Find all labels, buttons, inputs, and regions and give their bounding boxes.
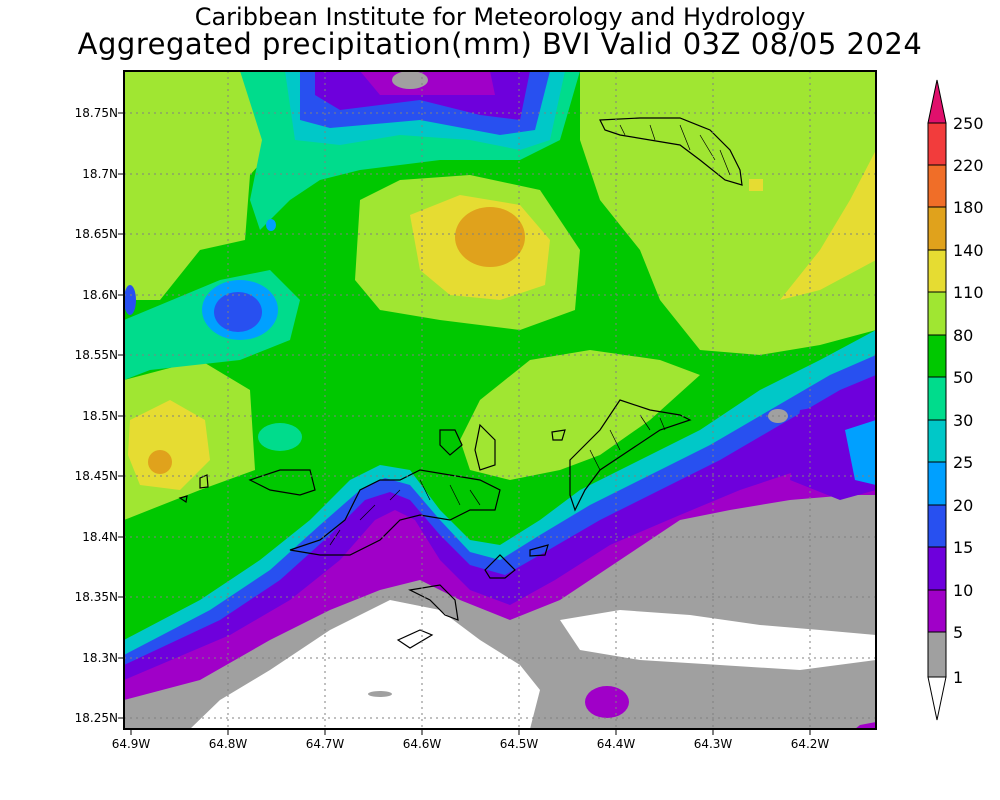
colorbar-label: 30 <box>953 411 974 430</box>
lat-label: 18.7N <box>82 167 118 181</box>
colorbar-label: 220 <box>953 156 984 175</box>
lon-label: 64.8W <box>208 737 248 751</box>
lon-label: 64.9W <box>111 737 151 751</box>
grid-lines <box>124 71 876 729</box>
chart-subtitle: Aggregated precipitation(mm) BVI Valid 0… <box>77 27 923 61</box>
colorbar-label: 5 <box>953 623 964 642</box>
colorbar-label: 140 <box>953 241 984 260</box>
lon-label: 64.7W <box>305 737 345 751</box>
lon-label: 64.6W <box>402 737 442 751</box>
colorbar <box>927 79 947 721</box>
colorbar-label: 10 <box>953 581 974 600</box>
lat-label: 18.55N <box>74 348 118 362</box>
colorbar-label: 25 <box>953 453 974 472</box>
lon-label: 64.4W <box>596 737 636 751</box>
lon-label: 64.3W <box>693 737 733 751</box>
lat-label: 18.25N <box>74 711 118 725</box>
colorbar-label: 15 <box>953 538 974 557</box>
colorbar-label: 110 <box>953 283 984 302</box>
axis-ticks <box>118 112 811 735</box>
map-frame <box>123 70 877 730</box>
lat-label: 18.5N <box>82 409 118 423</box>
lat-label: 18.4N <box>82 530 118 544</box>
chart-title: Caribbean Institute for Meteorology and … <box>194 3 806 31</box>
colorbar-label: 180 <box>953 198 984 217</box>
lat-label: 18.65N <box>74 227 118 241</box>
lon-label: 64.2W <box>790 737 830 751</box>
lat-label: 18.75N <box>74 106 118 120</box>
colorbar-label: 50 <box>953 368 974 387</box>
island-outlines <box>178 117 743 649</box>
colorbar-label: 1 <box>953 668 964 687</box>
contour-field <box>124 71 876 729</box>
lat-label: 18.3N <box>82 651 118 665</box>
colorbar-label: 80 <box>953 326 974 345</box>
lon-label: 64.5W <box>499 737 539 751</box>
lat-label: 18.6N <box>82 288 118 302</box>
lat-label: 18.35N <box>74 590 118 604</box>
colorbar-label: 250 <box>953 114 984 133</box>
colorbar-label: 20 <box>953 496 974 515</box>
lat-label: 18.45N <box>74 469 118 483</box>
